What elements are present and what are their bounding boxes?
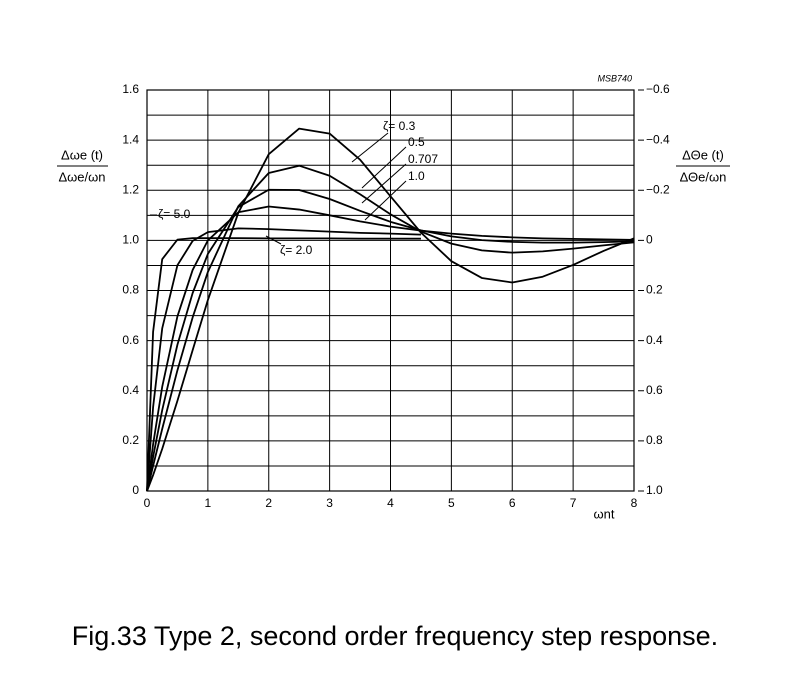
- y-label-num: Δωe (t): [61, 147, 103, 162]
- x-label: ωnt: [594, 506, 615, 521]
- y2-tick-label: −0.4: [646, 132, 670, 146]
- figure-code: MSB740: [597, 73, 632, 83]
- y2-tick-label: 1.0: [646, 483, 663, 497]
- leader-line: [361, 163, 407, 204]
- series-label: 0.707: [408, 152, 438, 166]
- y2-tick-label: −0.6: [646, 82, 670, 96]
- y-tick-label: 1.0: [122, 233, 139, 247]
- series-label: ζ= 0.3: [383, 119, 416, 133]
- y2-tick-label: 0.2: [646, 283, 663, 297]
- x-tick-label: 3: [326, 496, 333, 510]
- x-tick-label: 6: [509, 496, 516, 510]
- y-tick-label: 0: [132, 483, 139, 497]
- x-tick-label: 8: [631, 496, 638, 510]
- x-tick-label: 7: [570, 496, 577, 510]
- x-tick-label: 2: [265, 496, 272, 510]
- y2-tick-label: −0.2: [646, 182, 670, 196]
- caption: Fig.33 Type 2, second order frequency st…: [72, 621, 718, 651]
- x-tick-label: 5: [448, 496, 455, 510]
- series-label: ζ= 2.0: [280, 243, 313, 257]
- series-label: 1.0: [408, 169, 425, 183]
- series-line: [146, 227, 421, 492]
- y-tick-label: 0.8: [122, 283, 139, 297]
- series-line: [146, 164, 635, 492]
- x-tick-label: 1: [205, 496, 212, 510]
- series-line: [146, 127, 635, 492]
- y-tick-label: 0.4: [122, 383, 139, 397]
- series-line: [146, 237, 421, 492]
- leader-line: [364, 180, 407, 221]
- y2-tick-label: 0: [646, 233, 653, 247]
- y-tick-label: 0.2: [122, 433, 139, 447]
- series-line: [146, 188, 635, 492]
- y-tick-label: 1.4: [122, 132, 139, 146]
- y-tick-label: 1.2: [122, 182, 139, 196]
- y-tick-label: 1.6: [122, 82, 139, 96]
- x-tick-label: 0: [144, 496, 151, 510]
- leader-line: [361, 146, 407, 189]
- series-label: 0.5: [408, 135, 425, 149]
- x-tick-label: 4: [387, 496, 394, 510]
- series-line: [146, 205, 635, 492]
- y-label-den: Δωe/ωn: [58, 169, 105, 184]
- plot-frame: [146, 89, 635, 492]
- y2-label-den: ΔΘe/ωn: [680, 169, 727, 184]
- series-label: ζ= 5.0: [158, 207, 191, 221]
- leader-line: [351, 132, 389, 163]
- y2-tick-label: 0.4: [646, 333, 663, 347]
- y-tick-label: 0.6: [122, 333, 139, 347]
- leader-line: [265, 235, 282, 245]
- y2-tick-label: 0.8: [646, 433, 663, 447]
- y2-tick-label: 0.6: [646, 383, 663, 397]
- y2-label-num: ΔΘe (t): [682, 147, 724, 162]
